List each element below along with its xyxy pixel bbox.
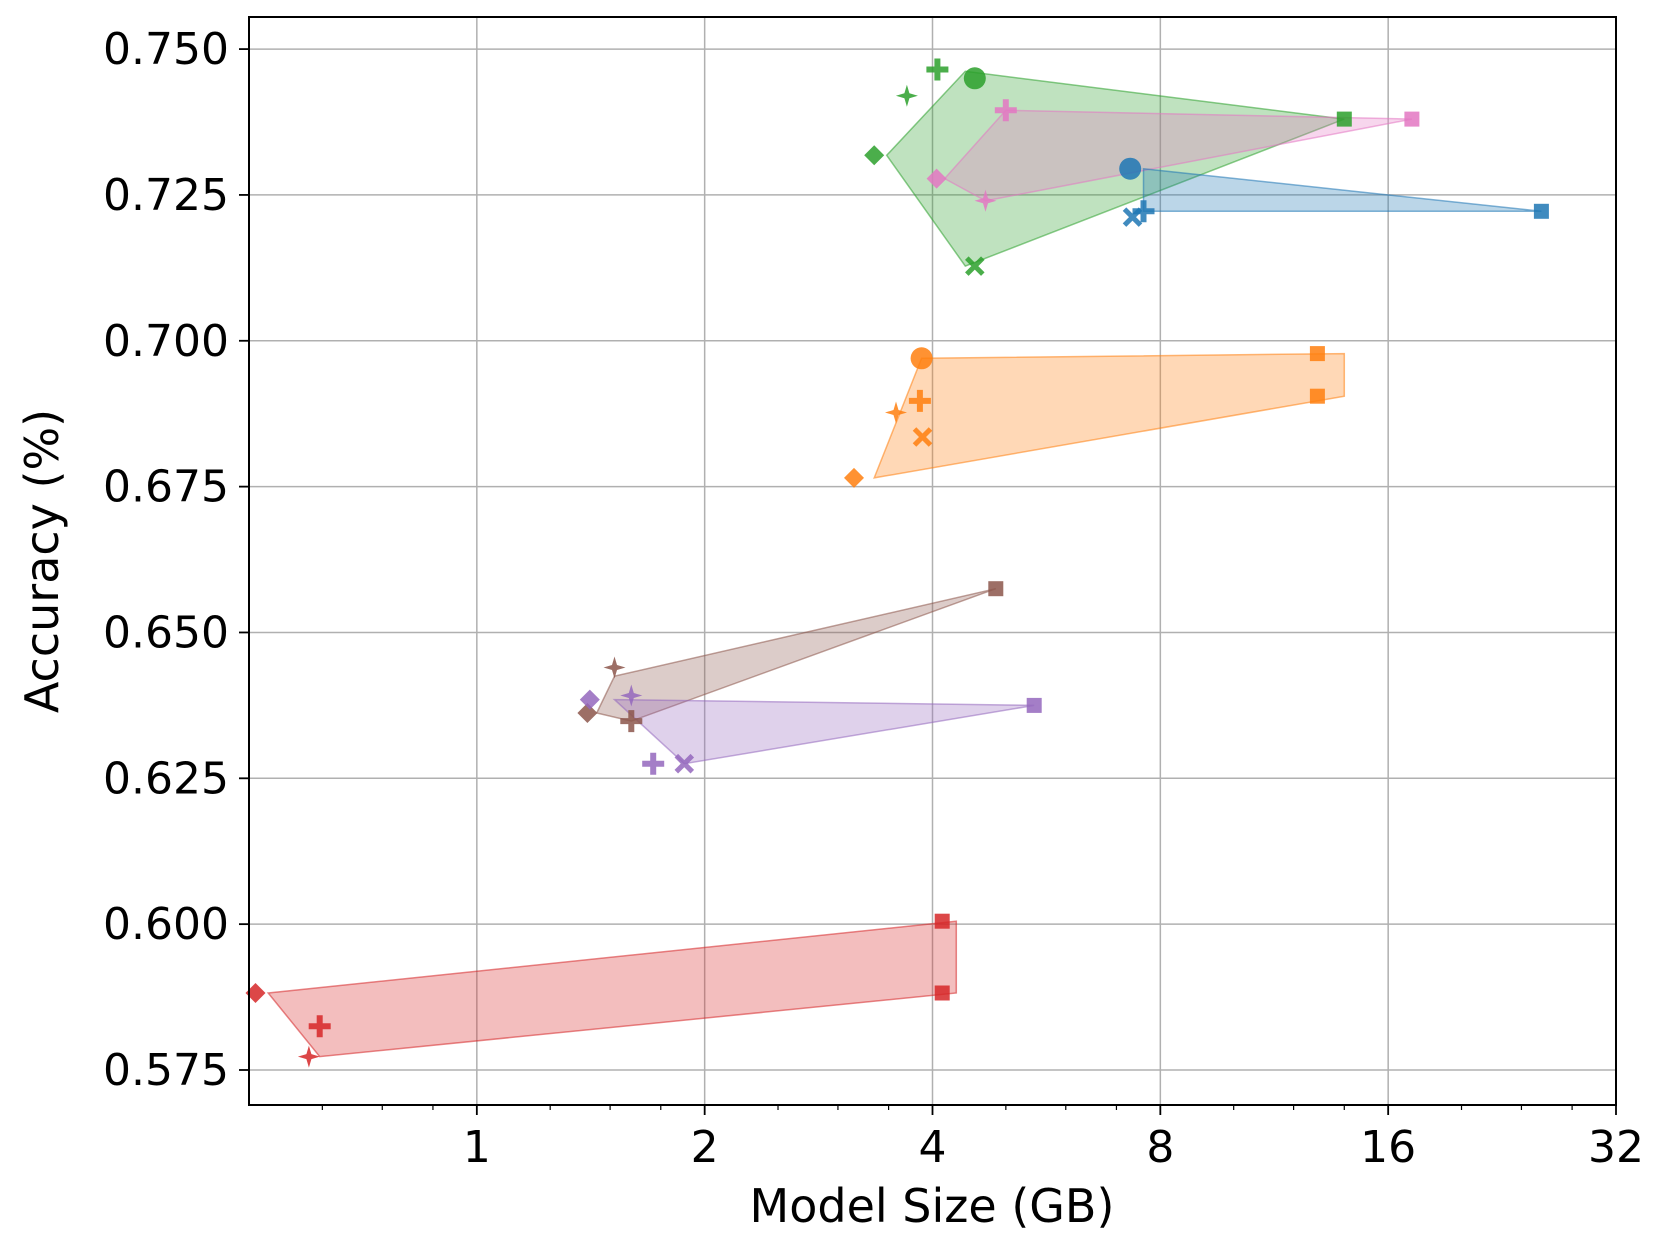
- square-marker: [1336, 111, 1352, 127]
- y-tick-label: 0.750: [103, 24, 229, 75]
- star-marker: [974, 189, 997, 212]
- data-point-square: [934, 985, 950, 1001]
- x-tick-label: 4: [919, 1122, 947, 1173]
- data-point-circle: [1119, 157, 1142, 180]
- data-point-star: [885, 401, 907, 424]
- x-tick-label: 32: [1588, 1122, 1644, 1173]
- square-marker: [934, 985, 950, 1001]
- data-point-star: [297, 1045, 320, 1068]
- data-point-x: [912, 427, 933, 447]
- plus-marker: [1132, 200, 1155, 223]
- data-point-square: [934, 913, 950, 929]
- diamond-marker: [864, 145, 885, 166]
- y-axis-title: Accuracy (%): [15, 409, 69, 713]
- data-markers: [245, 58, 1549, 1068]
- axis-ticks: 1 2 4 8 16 32 0.575 0.600 0.625 0.650 0.675 0.700 0.…: [103, 24, 1644, 1173]
- square-marker: [1404, 111, 1420, 127]
- data-point-star: [620, 684, 643, 707]
- data-point-plus: [308, 1015, 331, 1038]
- x-marker: [912, 427, 933, 447]
- diamond-marker: [245, 983, 266, 1003]
- data-point-diamond: [864, 145, 885, 166]
- data-point-square: [1533, 203, 1549, 219]
- star-marker: [297, 1045, 320, 1068]
- circle-marker: [1119, 157, 1142, 180]
- data-point-plus: [926, 58, 949, 81]
- square-marker: [1533, 203, 1549, 219]
- data-point-star: [974, 189, 997, 212]
- diamond-marker: [579, 689, 600, 710]
- diamond-marker: [844, 467, 864, 488]
- data-point-diamond: [926, 168, 947, 189]
- x-tick-label: 1: [463, 1122, 491, 1173]
- data-point-square: [1309, 388, 1325, 404]
- square-marker: [934, 913, 950, 929]
- circle-marker: [963, 67, 986, 90]
- y-tick-label: 0.600: [103, 899, 229, 950]
- x-tick-label: 2: [691, 1122, 719, 1173]
- x-tick-label: 16: [1360, 1122, 1416, 1173]
- star-marker: [603, 656, 626, 679]
- data-point-star: [895, 84, 918, 107]
- series-hull: [266, 920, 958, 1058]
- data-point-plus: [620, 710, 643, 733]
- data-point-plus: [994, 99, 1017, 122]
- x-axis-title: Model Size (GB): [750, 1179, 1115, 1233]
- data-point-square: [1404, 111, 1420, 127]
- series-hull: [612, 698, 1035, 765]
- diamond-marker: [926, 168, 947, 189]
- plus-marker: [908, 389, 931, 412]
- star-marker: [895, 84, 918, 107]
- data-point-circle: [963, 67, 986, 90]
- data-point-diamond: [245, 983, 266, 1003]
- data-point-diamond: [577, 703, 598, 723]
- data-point-square: [1336, 111, 1352, 127]
- square-marker: [1309, 388, 1325, 404]
- plus-marker: [620, 710, 643, 733]
- star-marker: [620, 684, 643, 707]
- data-point-circle: [910, 347, 933, 370]
- plus-marker: [308, 1015, 331, 1038]
- square-marker: [1026, 697, 1042, 713]
- diamond-marker: [577, 703, 598, 723]
- x-tick-label: 8: [1146, 1122, 1174, 1173]
- square-marker: [1309, 346, 1325, 362]
- circle-marker: [910, 347, 933, 370]
- data-point-square: [1309, 346, 1325, 362]
- square-marker: [988, 581, 1004, 597]
- y-tick-label: 0.700: [103, 316, 229, 367]
- y-tick-label: 0.625: [103, 753, 229, 804]
- data-point-plus: [1132, 200, 1155, 223]
- x-marker: [674, 753, 695, 774]
- data-point-plus: [908, 389, 931, 412]
- data-point-x: [674, 753, 695, 774]
- series-hull: [873, 352, 1346, 479]
- data-point-square: [988, 581, 1004, 597]
- plus-marker: [926, 58, 949, 81]
- series-hulls: [266, 70, 1542, 1058]
- y-tick-label: 0.725: [103, 170, 229, 221]
- series-hull: [1142, 167, 1542, 213]
- x-marker: [965, 256, 985, 276]
- data-point-x: [965, 256, 985, 276]
- data-point-diamond: [579, 689, 600, 710]
- y-tick-label: 0.575: [103, 1045, 229, 1096]
- data-point-diamond: [844, 467, 864, 488]
- star-marker: [885, 401, 907, 424]
- plus-marker: [994, 99, 1017, 122]
- data-point-plus: [642, 752, 665, 775]
- plus-marker: [642, 752, 665, 775]
- data-point-square: [1026, 697, 1042, 713]
- y-tick-label: 0.675: [103, 462, 229, 513]
- grid-lines: [249, 17, 1616, 1105]
- data-point-star: [603, 656, 626, 679]
- y-tick-label: 0.650: [103, 607, 229, 658]
